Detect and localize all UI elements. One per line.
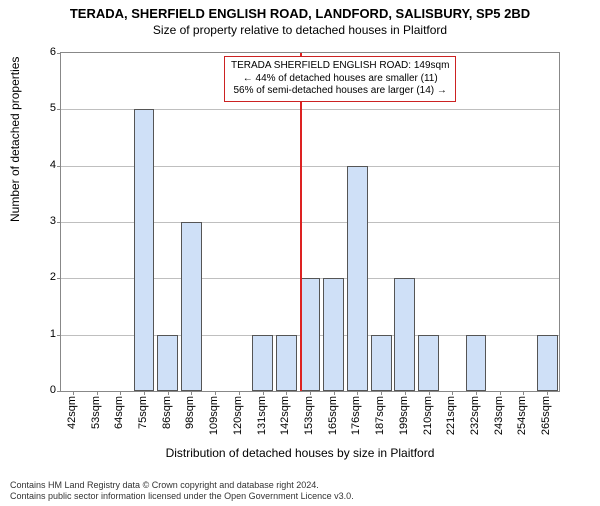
xtick-mark — [429, 391, 430, 395]
xtick-label: 210sqm — [422, 396, 434, 435]
xtick-label: 199sqm — [398, 396, 410, 435]
bar — [537, 335, 558, 391]
ytick-mark — [57, 335, 61, 336]
xtick-mark — [215, 391, 216, 395]
bar — [300, 278, 321, 391]
legend-line: 56% of semi-detached houses are larger (… — [231, 85, 449, 98]
xtick-label: 243sqm — [493, 396, 505, 435]
x-axis-label: Distribution of detached houses by size … — [0, 446, 600, 460]
ytick-label: 2 — [26, 271, 56, 283]
xtick-mark — [144, 391, 145, 395]
xtick-mark — [523, 391, 524, 395]
attribution-line: Contains HM Land Registry data © Crown c… — [10, 480, 354, 491]
ytick-mark — [57, 278, 61, 279]
ytick-label: 4 — [26, 159, 56, 171]
xtick-mark — [357, 391, 358, 395]
xtick-mark — [191, 391, 192, 395]
bar — [252, 335, 273, 391]
ytick-label: 3 — [26, 215, 56, 227]
ytick-mark — [57, 53, 61, 54]
xtick-label: 75sqm — [137, 396, 149, 429]
xtick-label: 64sqm — [113, 396, 125, 429]
bar — [157, 335, 178, 391]
bar — [418, 335, 439, 391]
bar — [134, 109, 155, 391]
xtick-label: 142sqm — [279, 396, 291, 435]
ytick-mark — [57, 222, 61, 223]
xtick-mark — [405, 391, 406, 395]
xtick-mark — [452, 391, 453, 395]
xtick-label: 176sqm — [350, 396, 362, 435]
xtick-mark — [286, 391, 287, 395]
xtick-label: 165sqm — [327, 396, 339, 435]
attribution: Contains HM Land Registry data © Crown c… — [10, 480, 354, 502]
legend-box: TERADA SHERFIELD ENGLISH ROAD: 149sqm ← … — [224, 56, 456, 102]
xtick-label: 109sqm — [208, 396, 220, 435]
bar — [323, 278, 344, 391]
xtick-label: 265sqm — [540, 396, 552, 435]
xtick-mark — [500, 391, 501, 395]
xtick-label: 221sqm — [445, 396, 457, 435]
xtick-mark — [120, 391, 121, 395]
ytick-mark — [57, 166, 61, 167]
xtick-label: 120sqm — [232, 396, 244, 435]
page-title: TERADA, SHERFIELD ENGLISH ROAD, LANDFORD… — [0, 6, 600, 21]
ytick-label: 1 — [26, 328, 56, 340]
xtick-mark — [168, 391, 169, 395]
attribution-line: Contains public sector information licen… — [10, 491, 354, 502]
ytick-label: 5 — [26, 102, 56, 114]
xtick-mark — [97, 391, 98, 395]
xtick-label: 53sqm — [90, 396, 102, 429]
bar — [276, 335, 297, 391]
xtick-label: 42sqm — [66, 396, 78, 429]
ytick-mark — [57, 109, 61, 110]
bar — [181, 222, 202, 391]
bar — [371, 335, 392, 391]
ytick-label: 0 — [26, 384, 56, 396]
xtick-mark — [263, 391, 264, 395]
xtick-label: 232sqm — [469, 396, 481, 435]
legend-line: TERADA SHERFIELD ENGLISH ROAD: 149sqm — [231, 60, 449, 73]
ytick-mark — [57, 391, 61, 392]
xtick-mark — [73, 391, 74, 395]
xtick-label: 254sqm — [516, 396, 528, 435]
ytick-label: 6 — [26, 46, 56, 58]
xtick-label: 153sqm — [303, 396, 315, 435]
xtick-mark — [334, 391, 335, 395]
bar — [466, 335, 487, 391]
xtick-mark — [310, 391, 311, 395]
bar — [394, 278, 415, 391]
legend-line: ← 44% of detached houses are smaller (11… — [231, 73, 449, 86]
xtick-label: 131sqm — [256, 396, 268, 435]
xtick-mark — [547, 391, 548, 395]
plot-area: TERADA SHERFIELD ENGLISH ROAD: 149sqm ← … — [60, 52, 560, 392]
xtick-mark — [239, 391, 240, 395]
xtick-mark — [476, 391, 477, 395]
xtick-label: 187sqm — [374, 396, 386, 435]
xtick-label: 98sqm — [184, 396, 196, 429]
xtick-label: 86sqm — [161, 396, 173, 429]
figure: { "title": "TERADA, SHERFIELD ENGLISH RO… — [0, 6, 600, 506]
bar — [347, 166, 368, 391]
subtitle: Size of property relative to detached ho… — [0, 23, 600, 37]
y-axis-label: Number of detached properties — [8, 57, 22, 222]
xtick-mark — [381, 391, 382, 395]
property-size-marker — [300, 53, 302, 391]
